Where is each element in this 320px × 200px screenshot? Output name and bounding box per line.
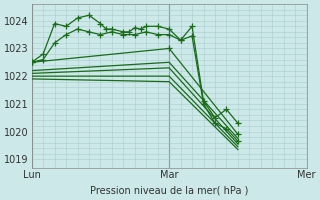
X-axis label: Pression niveau de la mer( hPa ): Pression niveau de la mer( hPa ) [90, 186, 248, 196]
